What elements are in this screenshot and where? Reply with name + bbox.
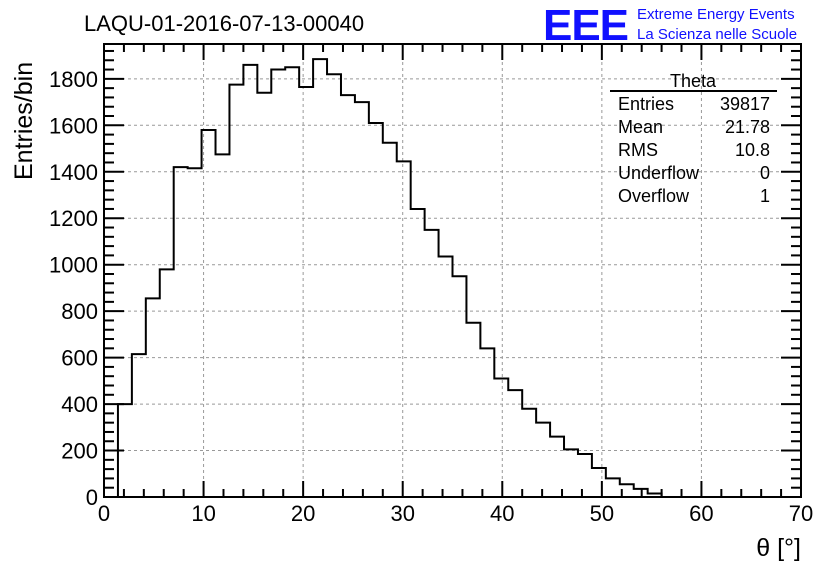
y-tick-label: 200	[61, 439, 98, 464]
x-tick-label: 50	[590, 501, 614, 526]
y-tick-label: 1000	[49, 253, 98, 278]
stats-label: Overflow	[618, 186, 690, 206]
chart-title: LAQU-01-2016-07-13-00040	[84, 11, 364, 36]
stats-box: Theta Entries 39817 Mean 21.78 RMS 10.8 Underf…	[610, 71, 777, 206]
x-tick-label: 40	[490, 501, 514, 526]
y-tick-label: 1400	[49, 160, 98, 185]
y-tick-label: 800	[61, 299, 98, 324]
stats-value: 0	[760, 163, 770, 183]
y-tick-label: 0	[86, 485, 98, 510]
logo-mark: EEE	[543, 1, 629, 50]
x-tick-label: 70	[789, 501, 813, 526]
stats-value: 10.8	[735, 140, 770, 160]
stats-label: RMS	[618, 140, 658, 160]
logo-line1: Extreme Energy Events	[637, 6, 795, 23]
stats-label: Underflow	[618, 163, 700, 183]
y-tick-label: 1600	[49, 113, 98, 138]
stats-value: 39817	[720, 94, 770, 114]
x-tick-label: 10	[191, 501, 215, 526]
x-tick-label: 20	[291, 501, 315, 526]
plot-frame	[103, 43, 802, 498]
y-tick-label: 1800	[49, 67, 98, 92]
y-tick-label: 400	[61, 392, 98, 417]
y-tick-label: 1200	[49, 206, 98, 231]
x-tick-label: 30	[390, 501, 414, 526]
stats-value: 21.78	[725, 117, 770, 137]
stats-label: Entries	[618, 94, 674, 114]
stats-title: Theta	[670, 71, 717, 91]
x-axis-label: θ [°]	[756, 534, 801, 562]
x-tick-label: 60	[689, 501, 713, 526]
stats-label: Mean	[618, 117, 663, 137]
y-tick-label: 600	[61, 346, 98, 371]
eee-logo: EEE Extreme Energy Events La Scienza nel…	[543, 1, 797, 50]
logo-line2: La Scienza nelle Scuole	[637, 26, 797, 43]
y-axis-label: Entries/bin	[10, 62, 38, 180]
stats-value: 1	[760, 186, 770, 206]
histogram-line	[104, 58, 801, 498]
x-tick-label: 0	[98, 501, 110, 526]
